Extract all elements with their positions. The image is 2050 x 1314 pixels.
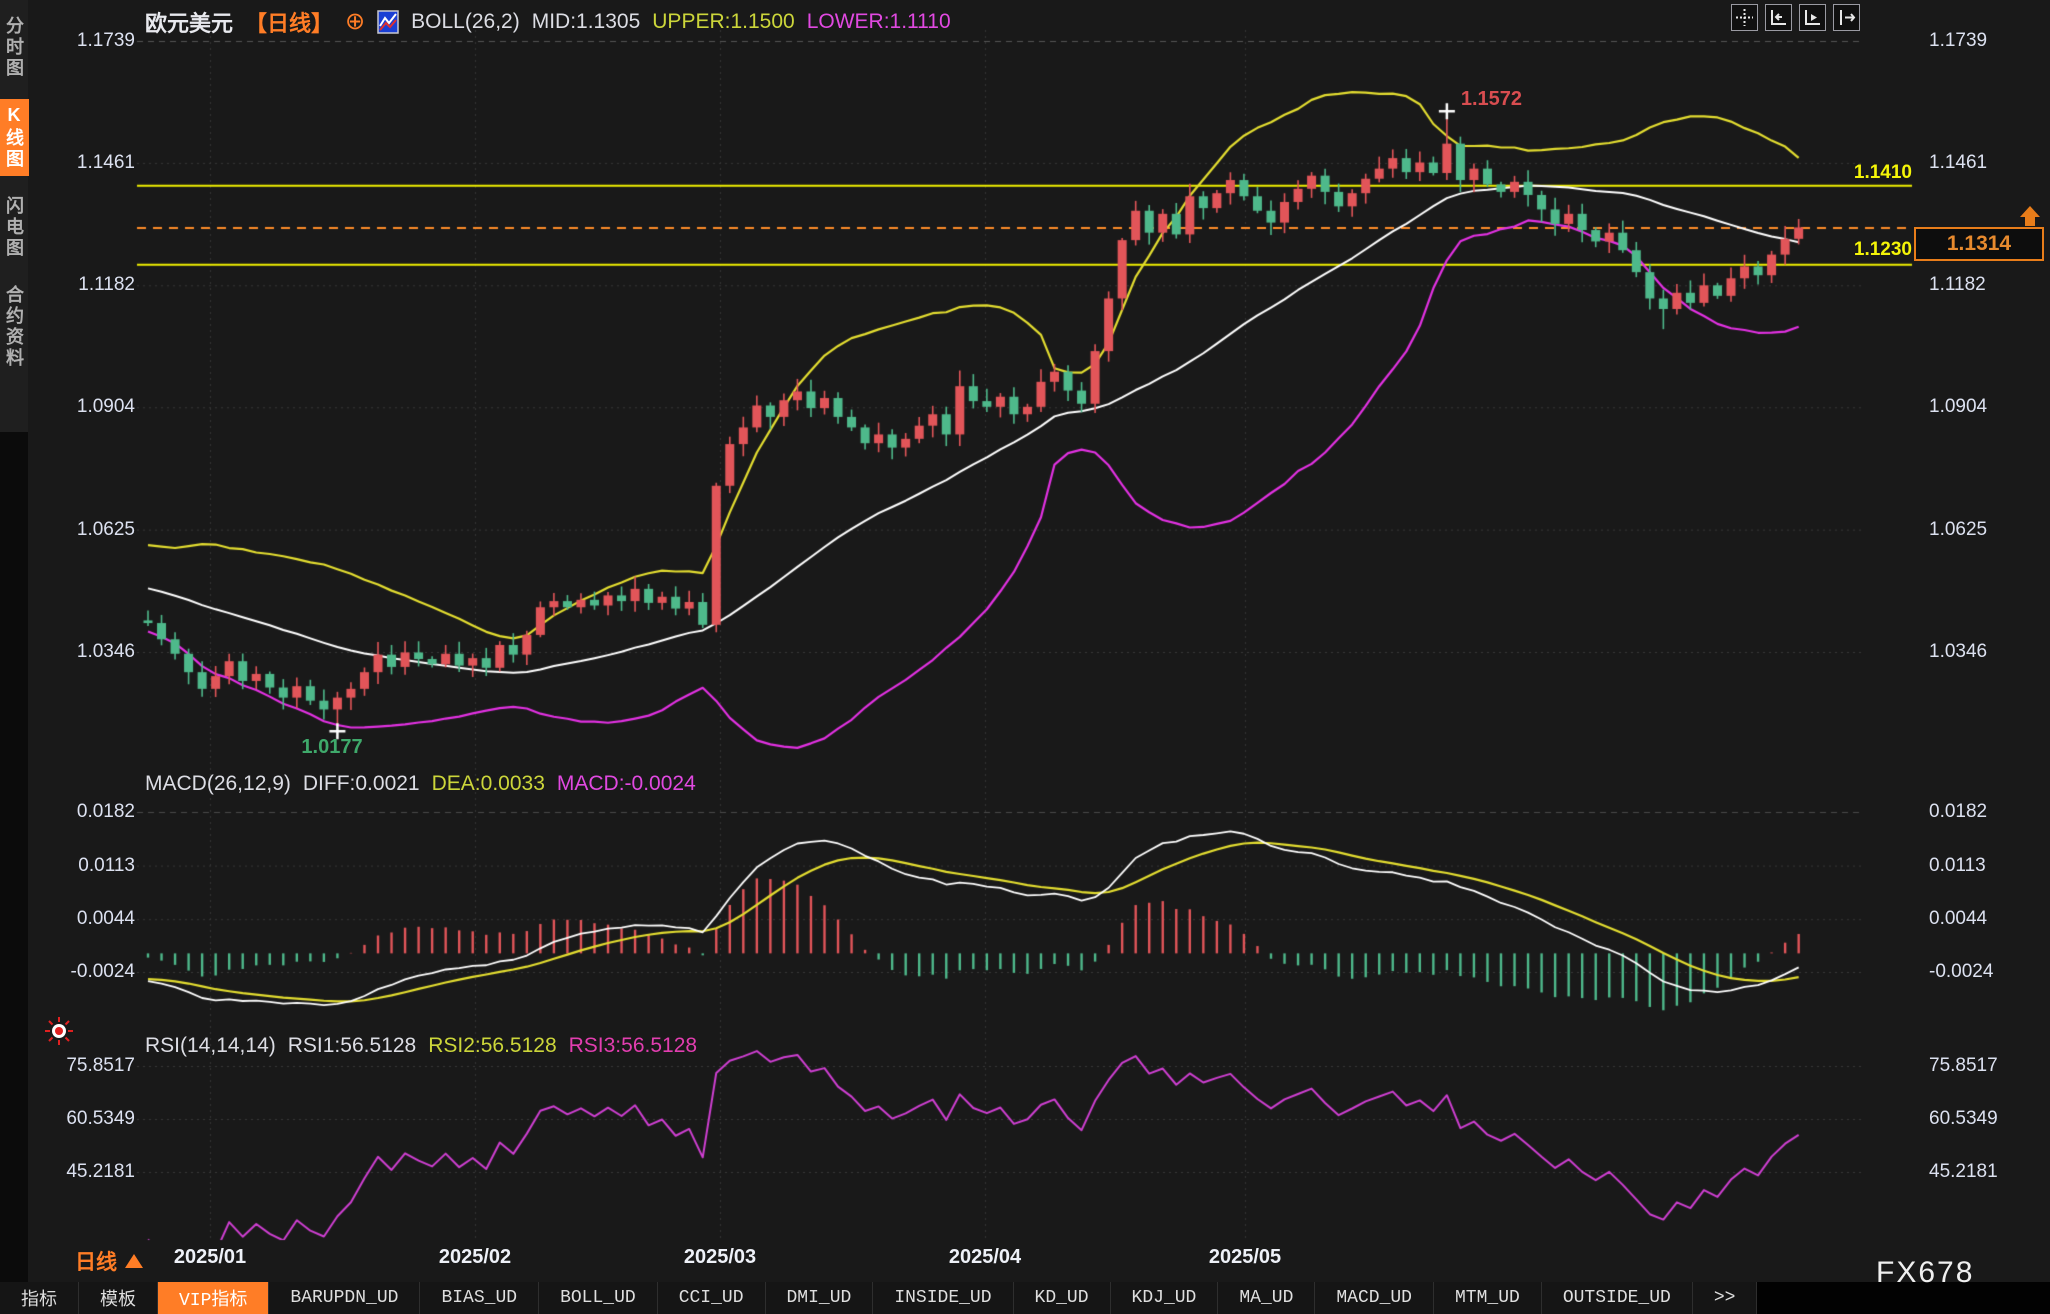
period-tag: 【日线】 xyxy=(245,11,334,36)
y-tick-label-left: 1.0904 xyxy=(76,396,135,418)
y-tick-label-left: -0.0024 xyxy=(70,961,135,982)
period-selector[interactable]: 日线 xyxy=(75,1246,143,1276)
rsi3-value: RSI3:56.5128 xyxy=(568,1034,698,1057)
crosshair-icon[interactable] xyxy=(1731,4,1758,31)
mini-chart-icon[interactable] xyxy=(377,10,399,34)
indicator-tab-bar: 指标 模板 VIP指标 BARUPDN_UD BIAS_UD BOLL_UD CCI_UD D… xyxy=(0,1282,2050,1314)
tab-kdj-ud[interactable]: KDJ_UD xyxy=(1110,1282,1219,1314)
y-tick-label-right: 60.5349 xyxy=(1929,1108,1998,1129)
tab-indicators[interactable]: 指标 xyxy=(0,1282,79,1314)
tab-boll-ud[interactable]: BOLL_UD xyxy=(539,1282,658,1314)
level-label-upper: 1.1410 xyxy=(1853,162,1912,183)
tab-dmi-ud[interactable]: DMI_UD xyxy=(765,1282,874,1314)
boll-lower-value: LOWER:1.1110 xyxy=(806,10,951,33)
y-tick-label-left: 1.0625 xyxy=(76,518,135,540)
tab-barupdn-ud[interactable]: BARUPDN_UD xyxy=(269,1282,421,1314)
x-month-label: 2025/02 xyxy=(438,1246,512,1268)
symbol-name: 欧元美元 xyxy=(145,11,234,36)
crossed-circle-icon[interactable]: ⊕ xyxy=(345,8,366,35)
y-tick-label-left: 75.8517 xyxy=(66,1055,135,1076)
level-label-lower: 1.1230 xyxy=(1853,239,1912,260)
sidebar-item-time-share-chart[interactable]: 分时图 xyxy=(4,16,24,79)
boll-label: BOLL(26,2) xyxy=(411,10,520,33)
watermark: FX678 xyxy=(1876,1256,1975,1289)
macd-header: MACD(26,12,9) DIFF:0.0021 DEA:0.0033 MAC… xyxy=(145,772,696,796)
y-tick-label-right: 1.0904 xyxy=(1929,396,1988,418)
y-tick-label-left: 60.5349 xyxy=(66,1108,135,1129)
exit-right-icon[interactable] xyxy=(1833,4,1860,31)
tab-macd-ud[interactable]: MACD_UD xyxy=(1315,1282,1434,1314)
y-tick-label-left: 1.1182 xyxy=(78,274,135,296)
y-tick-label-right: 45.2181 xyxy=(1929,1161,1998,1182)
y-tick-label-right: -0.0024 xyxy=(1929,961,1994,982)
tab-templates[interactable]: 模板 xyxy=(79,1282,158,1314)
y-tick-label-left: 45.2181 xyxy=(66,1161,135,1182)
rsi-header: RSI(14,14,14) RSI1:56.5128 RSI2:56.5128 … xyxy=(145,1034,697,1058)
main-chart-header: 欧元美元 【日线】 ⊕ BOLL(26,2) MID:1.1305 UPPER:… xyxy=(145,6,951,38)
y-tick-label-right: 1.1461 xyxy=(1929,151,1988,173)
sidebar: 分时图 K线图闪电图合约资料 xyxy=(0,0,29,1314)
axis-play-icon[interactable] xyxy=(1799,4,1826,31)
rsi2-value: RSI2:56.5128 xyxy=(428,1034,557,1057)
tab-more[interactable]: >> xyxy=(1692,1282,1758,1314)
tab-inside-ud[interactable]: INSIDE_UD xyxy=(873,1282,1014,1314)
y-tick-label-left: 0.0182 xyxy=(76,801,135,822)
tab-mtm-ud[interactable]: MTM_UD xyxy=(1434,1282,1542,1314)
macd-diff-value: DIFF:0.0021 xyxy=(302,772,420,795)
y-tick-label-left: 1.0346 xyxy=(76,641,135,662)
tab-kd-ud[interactable]: KD_UD xyxy=(1013,1282,1111,1314)
boll-mid-value: MID:1.1305 xyxy=(531,10,641,33)
y-tick-label-right: 1.1739 xyxy=(1929,30,1988,51)
axis-compress-icon[interactable] xyxy=(1765,4,1792,31)
y-tick-label-right: 1.0625 xyxy=(1929,518,1988,540)
x-month-label: 2025/03 xyxy=(683,1246,757,1268)
chart-toolbar xyxy=(1731,4,1860,31)
tab-vip-indicators[interactable]: VIP指标 xyxy=(158,1282,270,1314)
macd-hist-value: MACD:-0.0024 xyxy=(556,772,696,795)
y-tick-label-left: 1.1739 xyxy=(76,30,135,51)
y-tick-label-right: 75.8517 xyxy=(1929,1055,1998,1076)
triangle-up-icon xyxy=(125,1254,143,1268)
macd-label: MACD(26,12,9) xyxy=(145,772,291,795)
y-tick-label-right: 1.1182 xyxy=(1929,274,1986,296)
sidebar-item-contract-info[interactable]: 合约资料 xyxy=(4,285,24,369)
x-month-label: 2025/04 xyxy=(948,1246,1022,1268)
x-month-label: 2025/01 xyxy=(173,1246,247,1268)
high-price-annotation: 1.1572 xyxy=(1460,88,1523,111)
x-month-label: 2025/05 xyxy=(1208,1246,1282,1268)
tab-ma-ud[interactable]: MA_UD xyxy=(1218,1282,1316,1314)
rsi1-value: RSI1:56.5128 xyxy=(287,1034,417,1057)
y-tick-label-right: 1.0346 xyxy=(1929,641,1988,662)
alert-icon[interactable] xyxy=(44,1016,74,1051)
sidebar-item-flash-chart[interactable]: 闪电图 xyxy=(4,196,24,259)
boll-upper-value: UPPER:1.1500 xyxy=(652,10,795,33)
tab-cci-ud[interactable]: CCI_UD xyxy=(657,1282,766,1314)
y-tick-label-right: 0.0113 xyxy=(1929,854,1986,876)
y-tick-label-left: 0.0113 xyxy=(78,854,135,876)
current-price-box: 1.1314 xyxy=(1914,227,2044,261)
y-tick-label-right: 0.0182 xyxy=(1929,801,1988,822)
price-marker-arrow-icon xyxy=(2016,206,2044,231)
sidebar-item-kline-chart[interactable]: K线图 xyxy=(0,99,29,176)
tab-outside-ud[interactable]: OUTSIDE_UD xyxy=(1541,1282,1693,1314)
y-tick-label-right: 0.0044 xyxy=(1929,908,1988,930)
macd-dea-value: DEA:0.0033 xyxy=(431,772,545,795)
period-selector-label: 日线 xyxy=(75,1251,117,1274)
y-tick-label-left: 1.1461 xyxy=(76,151,135,173)
tab-bias-ud[interactable]: BIAS_UD xyxy=(420,1282,540,1314)
low-price-annotation: 1.0177 xyxy=(301,736,363,759)
rsi-label: RSI(14,14,14) xyxy=(145,1034,276,1057)
y-tick-label-left: 0.0044 xyxy=(76,908,135,930)
